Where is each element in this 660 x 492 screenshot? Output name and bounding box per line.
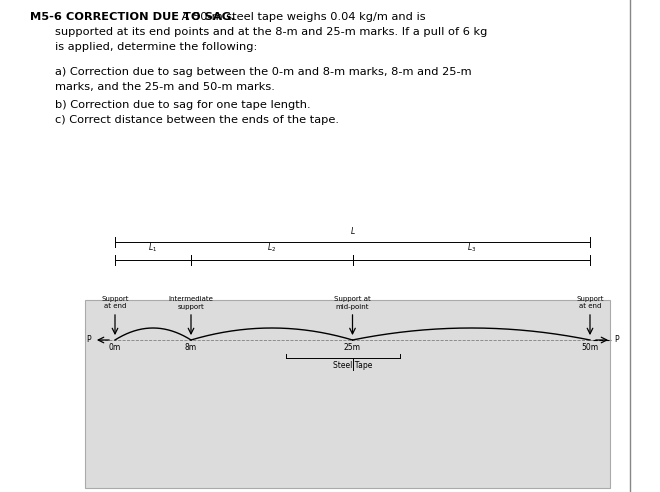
Text: 50m: 50m (581, 343, 599, 352)
Text: Steel Tape: Steel Tape (333, 361, 372, 370)
Text: $L_1$: $L_1$ (148, 242, 158, 254)
Text: Support at
mid-point: Support at mid-point (334, 296, 371, 309)
Text: A 50-m steel tape weighs 0.04 kg/m and is: A 50-m steel tape weighs 0.04 kg/m and i… (178, 12, 426, 22)
Text: 8m: 8m (185, 343, 197, 352)
Text: $L_2$: $L_2$ (267, 242, 277, 254)
Text: a) Correction due to sag between the 0-m and 8-m marks, 8-m and 25-m: a) Correction due to sag between the 0-m… (55, 67, 472, 77)
Text: $L_3$: $L_3$ (467, 242, 476, 254)
Text: is applied, determine the following:: is applied, determine the following: (55, 42, 257, 52)
FancyBboxPatch shape (85, 300, 610, 488)
Text: 0m: 0m (109, 343, 121, 352)
Text: 25m: 25m (344, 343, 361, 352)
Text: P: P (614, 336, 618, 344)
Text: c) Correct distance between the ends of the tape.: c) Correct distance between the ends of … (55, 115, 339, 125)
Text: supported at its end points and at the 8-m and 25-m marks. If a pull of 6 kg: supported at its end points and at the 8… (55, 27, 487, 37)
Text: marks, and the 25-m and 50-m marks.: marks, and the 25-m and 50-m marks. (55, 82, 275, 92)
Text: Intermediate
support: Intermediate support (168, 296, 213, 309)
Text: Support
at end: Support at end (101, 296, 129, 309)
Text: M5-6 CORRECTION DUE TO SAG.: M5-6 CORRECTION DUE TO SAG. (30, 12, 236, 22)
Text: Support
at end: Support at end (576, 296, 604, 309)
Text: b) Correction due to sag for one tape length.: b) Correction due to sag for one tape le… (55, 100, 311, 110)
Text: $L$: $L$ (350, 225, 355, 236)
Text: P: P (86, 336, 91, 344)
